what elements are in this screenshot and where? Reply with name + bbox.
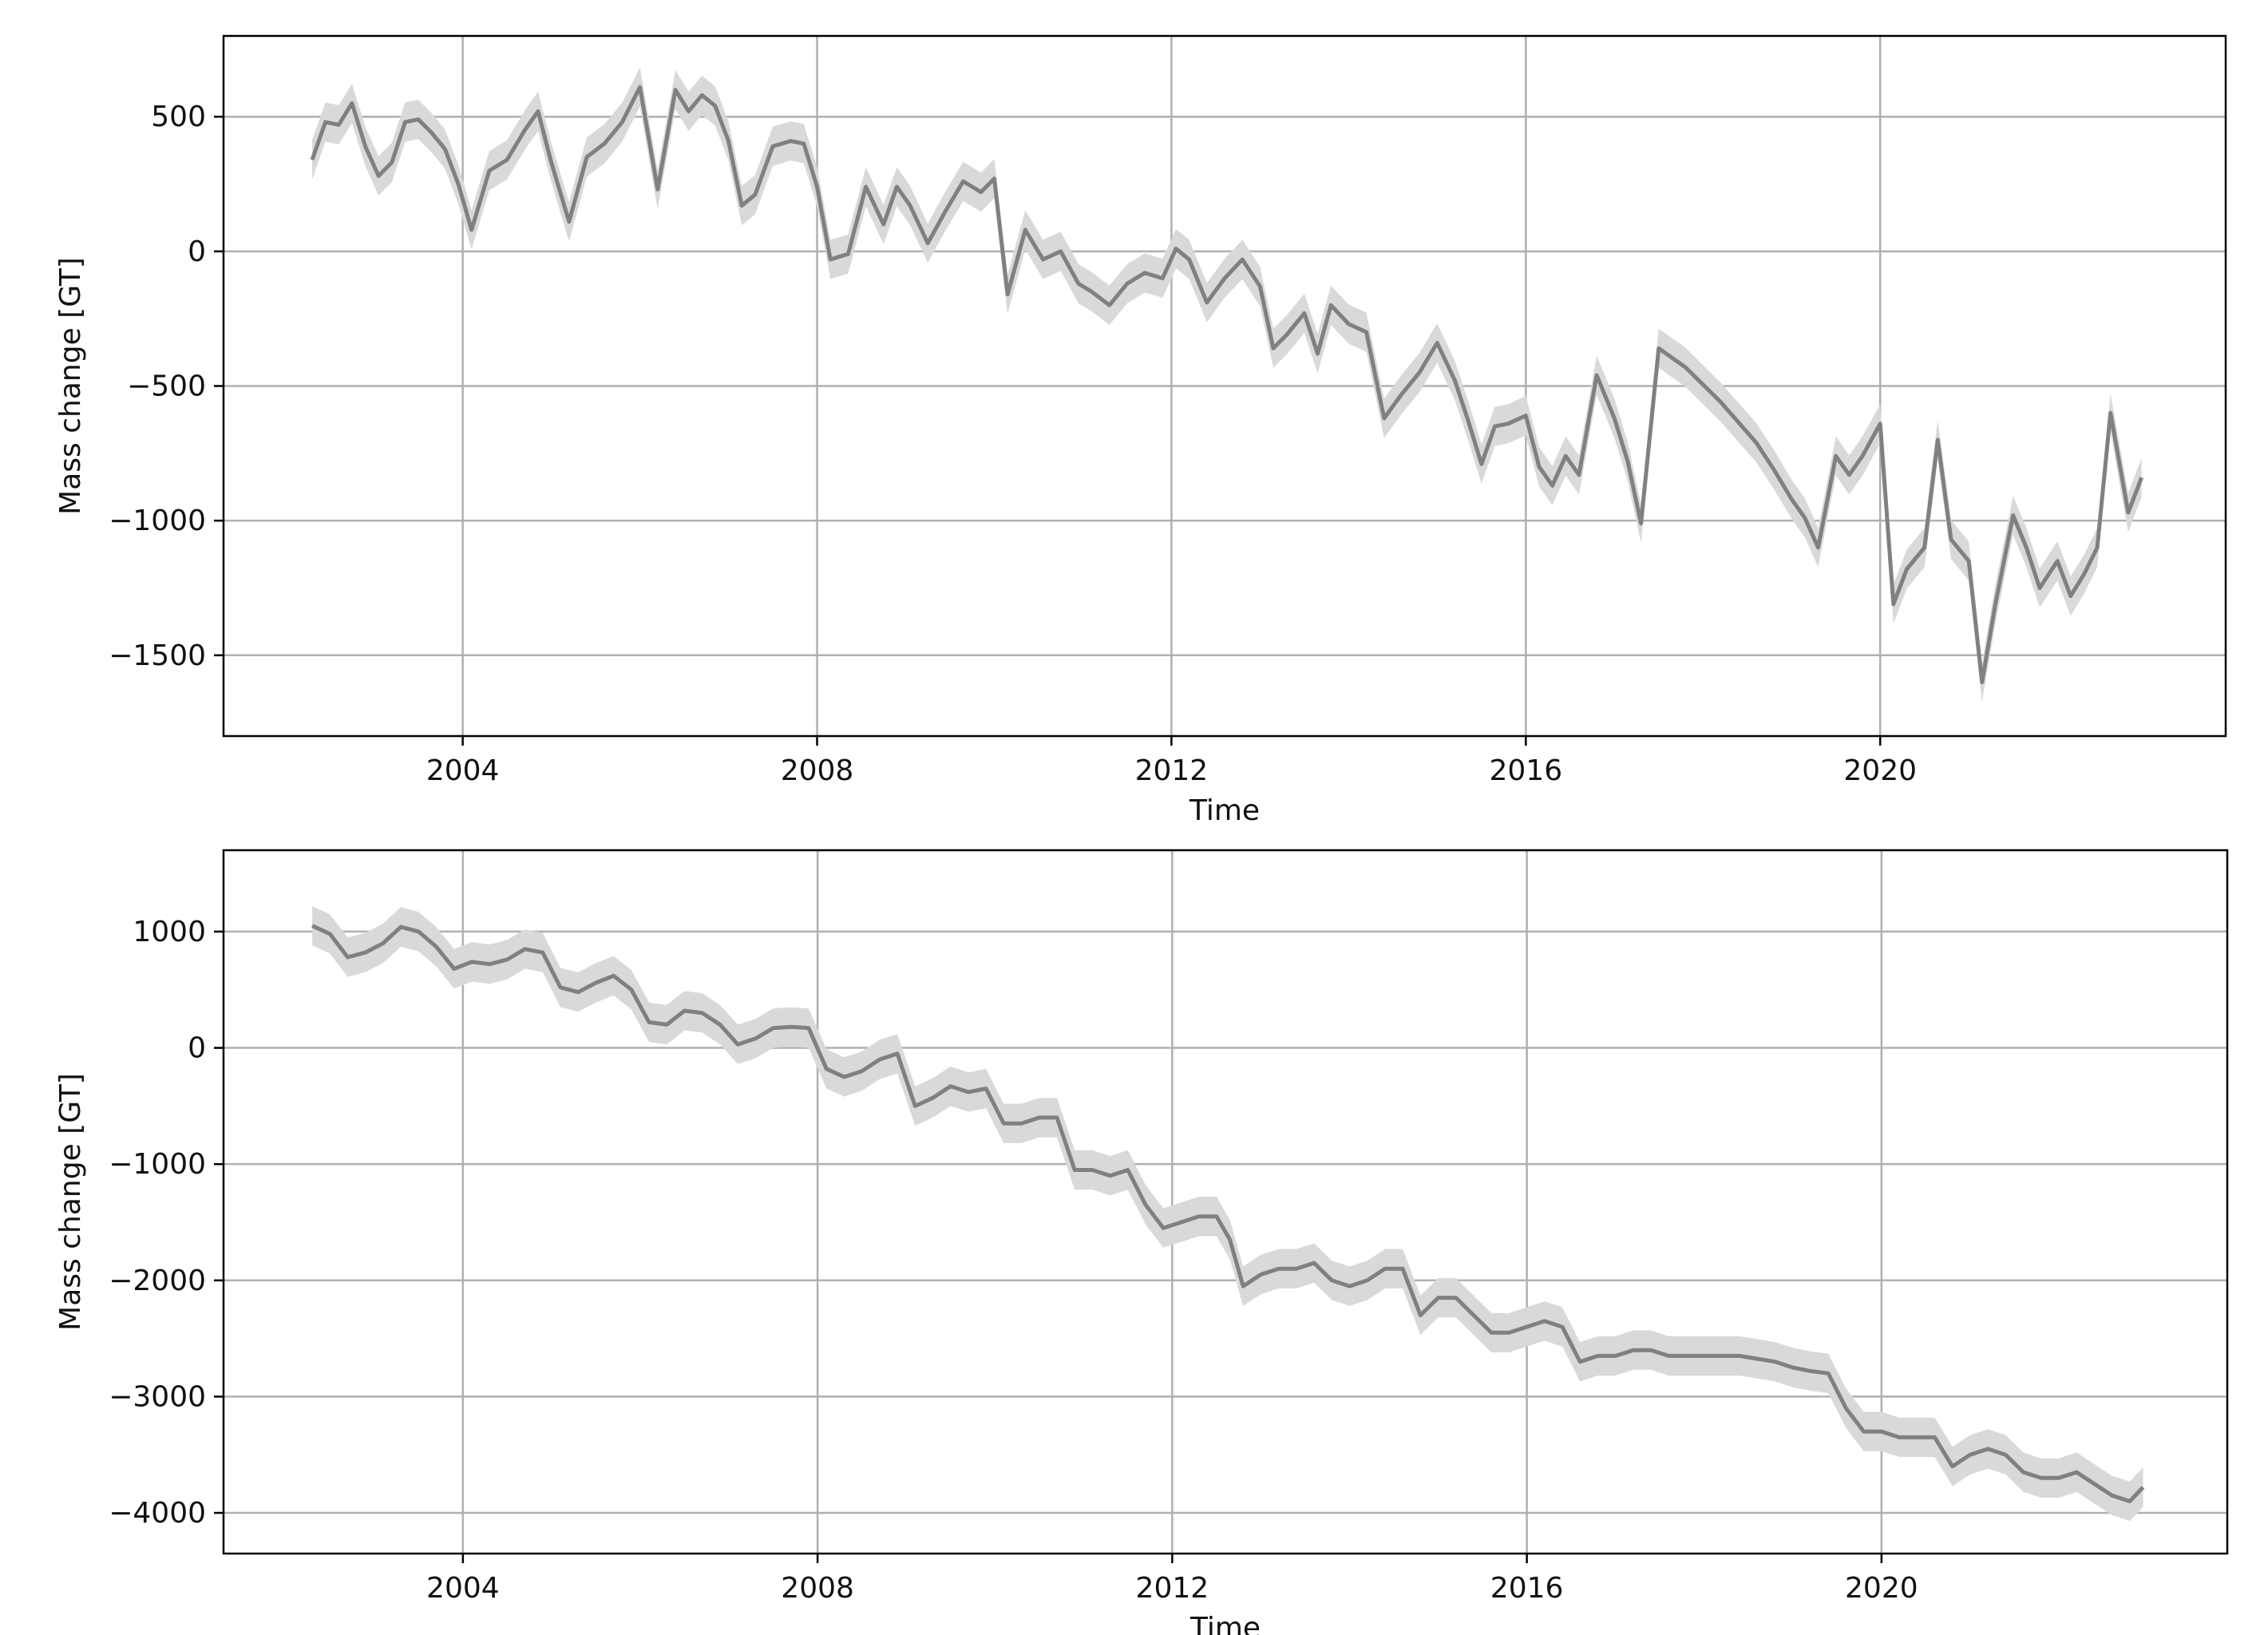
x-axis-label: Time — [1189, 794, 1260, 827]
y-tick-label: −500 — [127, 370, 206, 403]
x-tick-label: 2008 — [781, 1572, 854, 1605]
y-tick-label: −1500 — [109, 639, 206, 672]
x-tick-label: 2004 — [426, 754, 500, 787]
y-tick-label: 0 — [188, 1032, 206, 1065]
y-tick-label: −1000 — [109, 505, 206, 537]
y-tick-label: 500 — [151, 101, 206, 133]
y-tick-label: 1000 — [133, 916, 206, 948]
x-tick-label: 2016 — [1489, 754, 1562, 787]
x-axis-label: Time — [1189, 1612, 1261, 1635]
y-tick-label: −3000 — [109, 1380, 206, 1413]
top-panel: 2004 2008 2012 2016 2020 500 0 −500 −1000 −1500 Ti… — [54, 34, 2227, 827]
mass-change-line — [311, 924, 2145, 1503]
y-axis-label: Mass change [GT] — [54, 1073, 87, 1331]
uncertainty-band — [312, 906, 2143, 1522]
x-tick-label: 2016 — [1490, 1572, 1564, 1605]
y-tick-label: 0 — [188, 236, 206, 268]
bottom-panel: 2004 2008 2012 2016 2020 1000 0 −1000 −2000 −3000… — [54, 849, 2229, 1635]
x-tick-label: 2008 — [781, 754, 854, 787]
y-tick-label: −2000 — [109, 1265, 206, 1297]
x-tick-label: 2020 — [1845, 1572, 1918, 1605]
y-tick-label: −1000 — [109, 1148, 206, 1181]
mass-change-line — [310, 85, 2143, 684]
y-tick-label: −4000 — [109, 1497, 206, 1530]
plot-frame — [222, 849, 2229, 1555]
x-tick-label: 2012 — [1136, 1572, 1209, 1605]
x-tick-label: 2020 — [1843, 754, 1917, 787]
x-tick-label: 2012 — [1135, 754, 1209, 787]
x-tick-label: 2004 — [426, 1572, 500, 1605]
y-axis-label: Mass change [GT] — [54, 257, 87, 515]
